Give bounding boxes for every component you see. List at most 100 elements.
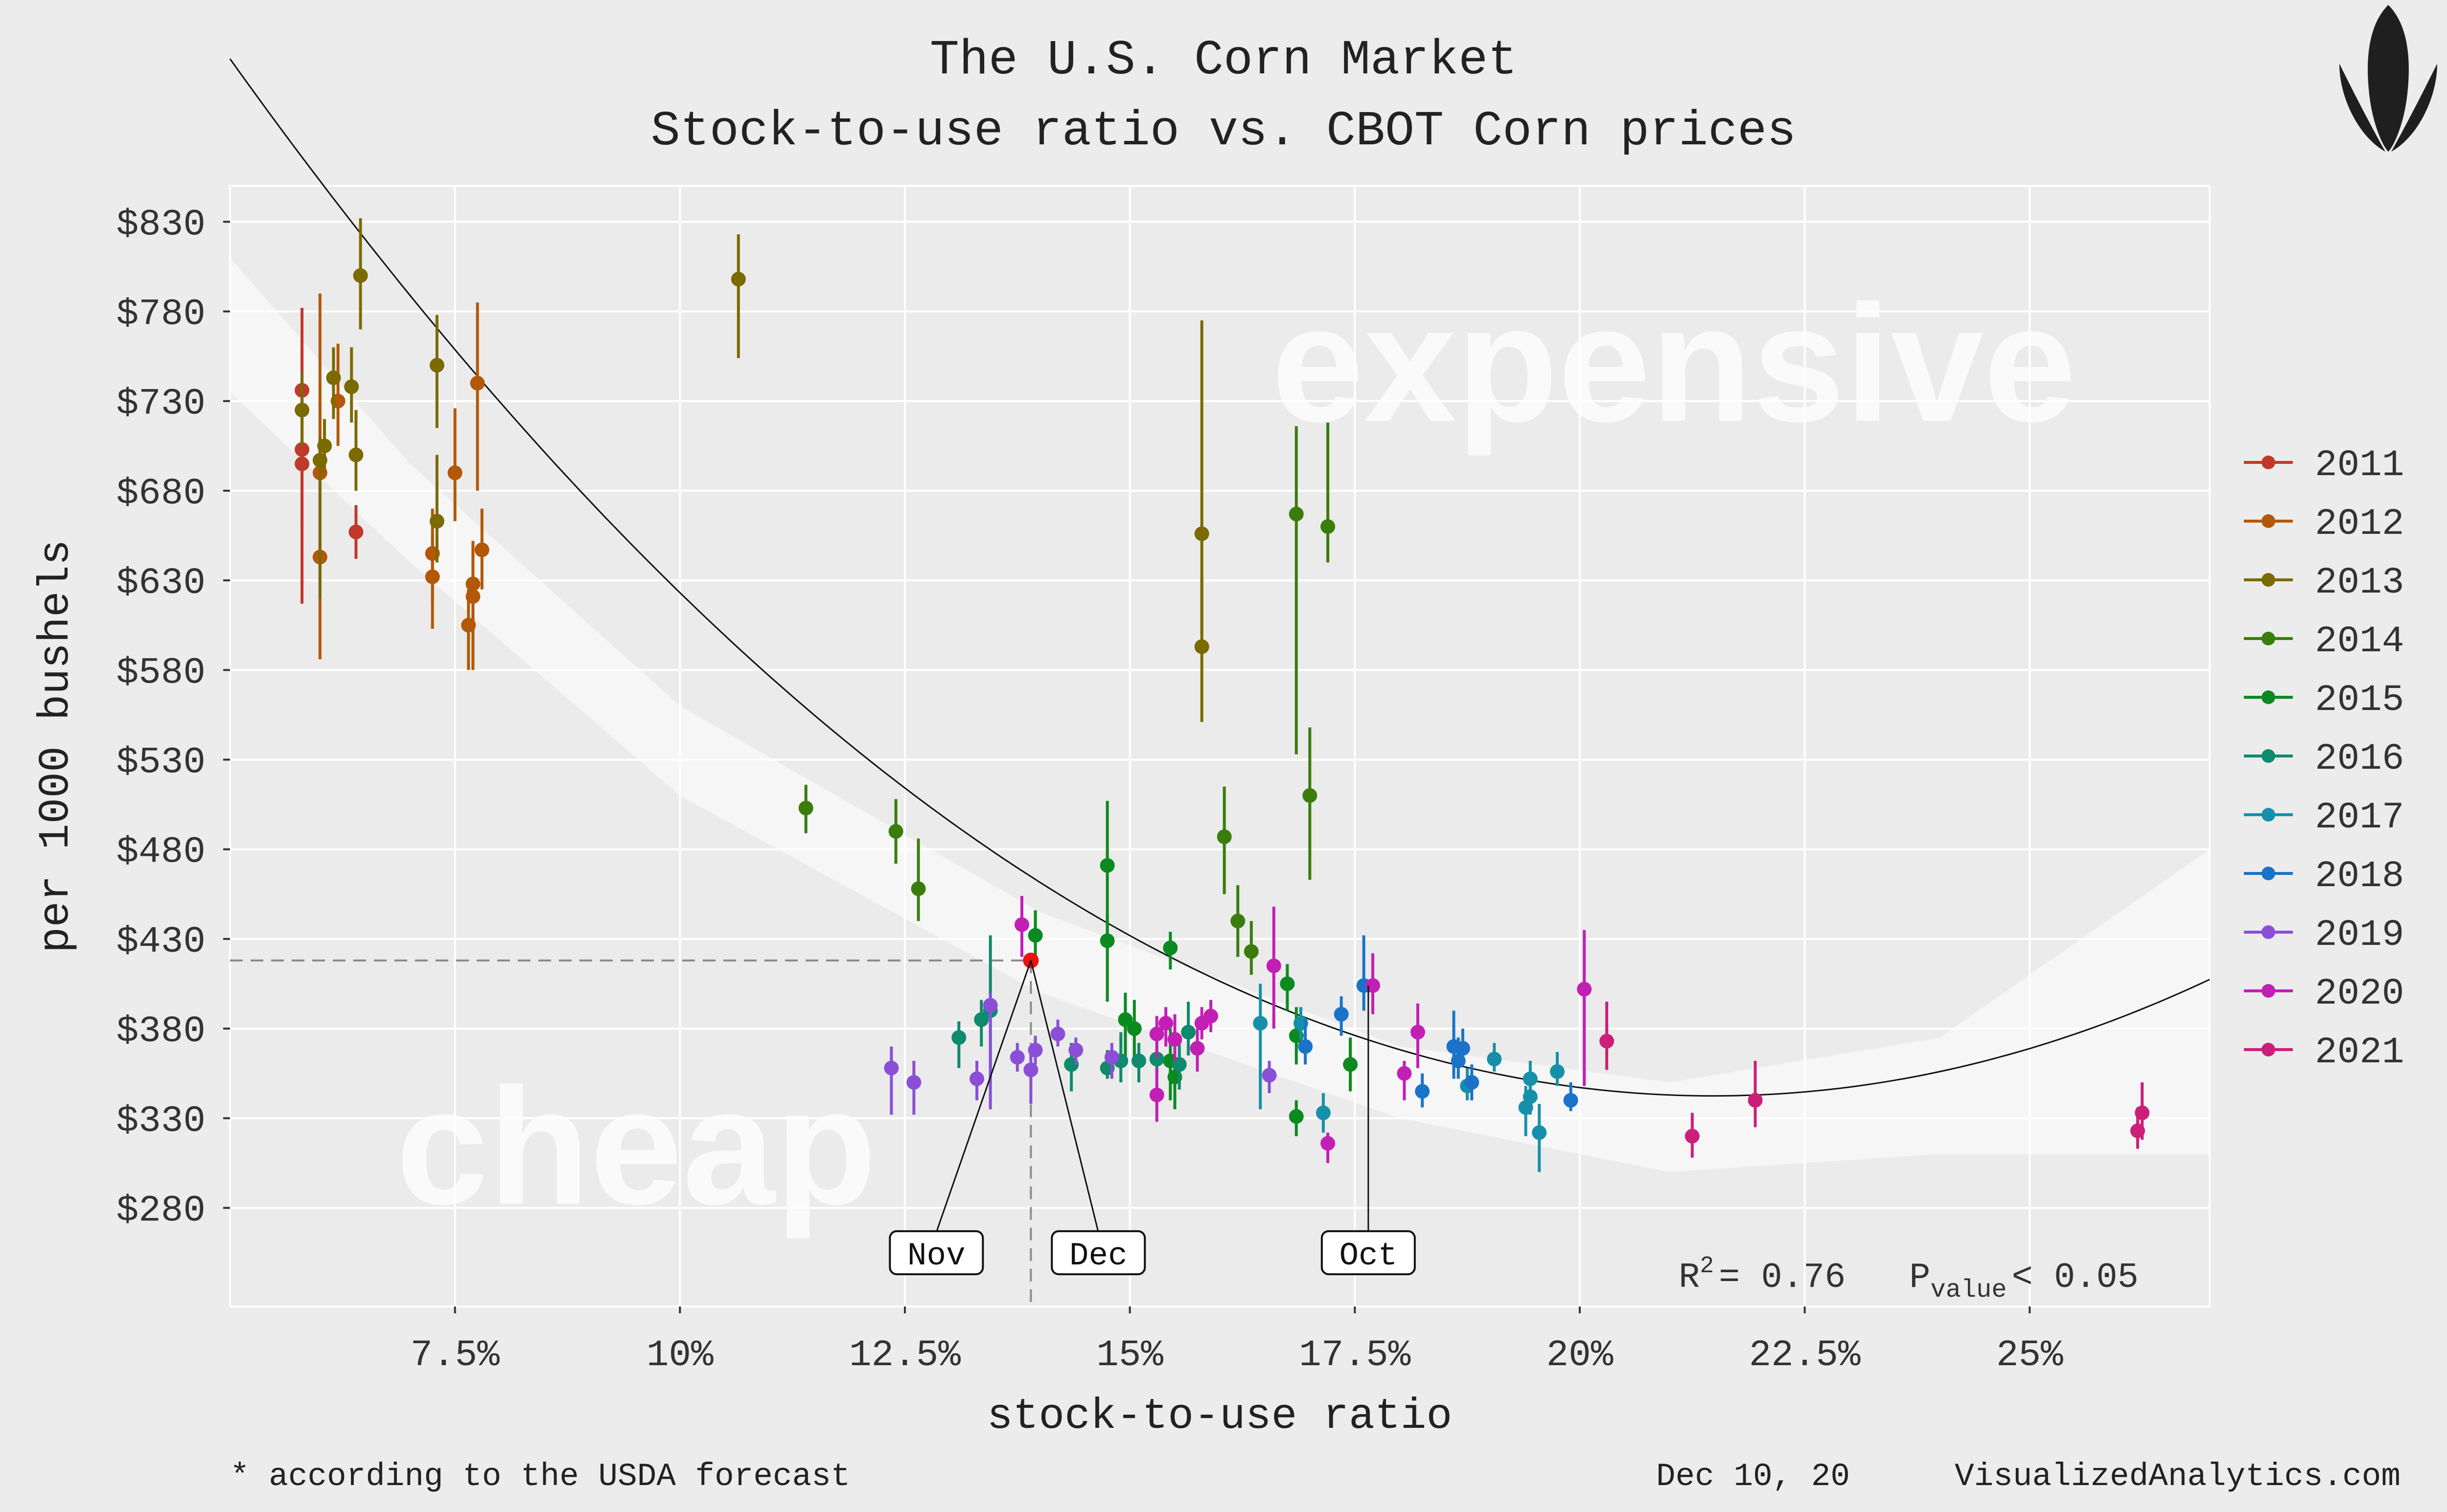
data-point (1334, 1007, 1349, 1022)
y-tick-label: $730 (116, 383, 206, 425)
data-point (1685, 1128, 1700, 1144)
data-point (1127, 1021, 1142, 1036)
data-point (1266, 958, 1281, 973)
legend-marker (2262, 808, 2275, 822)
data-point (1455, 1041, 1470, 1056)
legend-marker (2262, 984, 2275, 998)
legend-item-2019: 2019 (2244, 914, 2404, 956)
data-point (1487, 1052, 1502, 1067)
data-point (1118, 1012, 1133, 1027)
region-labels: expensive cheap (396, 271, 2077, 1240)
data-point (1104, 1050, 1119, 1065)
data-point (970, 1071, 985, 1086)
legend-label: 2020 (2315, 973, 2404, 1015)
data-point (1599, 1033, 1615, 1049)
data-point (1163, 940, 1178, 956)
y-tick-label: $380 (116, 1010, 206, 1053)
x-tick-label: 12.5% (849, 1334, 961, 1376)
callout-box-oct (1320, 1230, 1416, 1276)
y-axis-ticks: $280 $330 $380 $430 $480 $530 $580 $630 $680 $730… (116, 204, 230, 1232)
data-point (1748, 1093, 1763, 1108)
data-point (1217, 829, 1232, 845)
month-callouts: Nov Dec Oct (889, 960, 1416, 1276)
x-tick-label: 25% (1996, 1334, 2063, 1376)
legend-label: 2017 (2315, 797, 2404, 839)
data-point (348, 525, 364, 540)
legend-item-2021: 2021 (2244, 1031, 2404, 1074)
data-point (1190, 1041, 1205, 1056)
data-point (1577, 982, 1592, 997)
trend-confidence-band (230, 257, 2210, 1172)
data-point (1397, 1066, 1412, 1081)
series-2018 (1298, 935, 1578, 1111)
y-tick-label: $480 (116, 831, 206, 873)
legend-marker (2262, 749, 2275, 763)
data-point (888, 824, 903, 839)
callout-label-dec: Dec (1069, 1237, 1128, 1274)
data-point (1549, 1064, 1565, 1079)
data-point (1028, 928, 1043, 943)
data-point (1158, 1016, 1174, 1031)
data-point (1194, 639, 1209, 654)
legend-label: 2011 (2315, 444, 2404, 486)
data-point (317, 438, 332, 454)
y-axis-label: per 1000 bushels (32, 540, 81, 953)
series-2020 (1015, 895, 1592, 1163)
data-point (1415, 1084, 1430, 1099)
y-tick-label: $330 (116, 1100, 206, 1142)
callout-label-oct: Oct (1339, 1237, 1397, 1274)
data-point (470, 376, 485, 391)
data-point (1320, 1136, 1336, 1151)
data-point (1253, 1016, 1268, 1031)
data-point (1464, 1075, 1479, 1090)
data-point (474, 542, 489, 557)
stats-annotation: R2 = 0.76 Pvalue < 0.05 (1679, 1253, 2139, 1305)
data-point (1523, 1089, 1538, 1104)
footer-date: Dec 10, 20 (1656, 1458, 1850, 1495)
data-point (1100, 933, 1115, 948)
y-tick-label: $630 (116, 562, 206, 604)
data-point (326, 370, 341, 386)
y-tick-label: $780 (116, 293, 206, 335)
legend-item-2013: 2013 (2244, 562, 2404, 604)
data-point (353, 268, 368, 283)
series-2021 (1599, 1002, 2150, 1158)
data-point (344, 379, 359, 394)
x-tick-label: 17.5% (1299, 1334, 1410, 1376)
data-point (2135, 1105, 2150, 1121)
trend-line (229, 58, 2210, 1097)
data-point (1289, 1109, 1304, 1124)
legend-item-2011: 2011 (2244, 444, 2404, 486)
legend-item-2012: 2012 (2244, 503, 2404, 545)
legend-label: 2016 (2315, 738, 2404, 780)
data-point (906, 1075, 922, 1090)
callout-box-nov (889, 1230, 984, 1276)
x-axis-label: stock-to-use ratio (987, 1393, 1453, 1441)
legend-marker (2262, 573, 2275, 587)
series-2013 (295, 218, 1209, 722)
legend-marker (2262, 925, 2275, 939)
y-tick-label: $530 (116, 741, 206, 783)
callout-box-dec (1051, 1230, 1146, 1276)
data-point (1181, 1025, 1196, 1040)
region-label-expensive: expensive (1271, 271, 2076, 457)
data-point (983, 998, 998, 1013)
corn-logo-icon (2339, 5, 2437, 152)
trend-band (230, 257, 2210, 1172)
data-point (348, 447, 364, 462)
x-tick-label: 22.5% (1749, 1334, 1861, 1376)
legend-marker (2262, 867, 2275, 880)
data-point (1015, 917, 1029, 932)
legend-item-2020: 2020 (2244, 973, 2404, 1015)
footer-note: * according to the USDA forecast (230, 1458, 850, 1495)
data-point (1203, 1008, 1219, 1024)
legend-item-2015: 2015 (2244, 679, 2404, 721)
legend-marker (2262, 1043, 2275, 1056)
data-point (1289, 506, 1304, 522)
data-point (1028, 1043, 1043, 1058)
callout-label-nov: Nov (907, 1237, 966, 1274)
data-point (295, 456, 310, 471)
series-2019 (884, 992, 1277, 1115)
data-point (1563, 1093, 1578, 1108)
legend-item-2014: 2014 (2244, 620, 2404, 663)
